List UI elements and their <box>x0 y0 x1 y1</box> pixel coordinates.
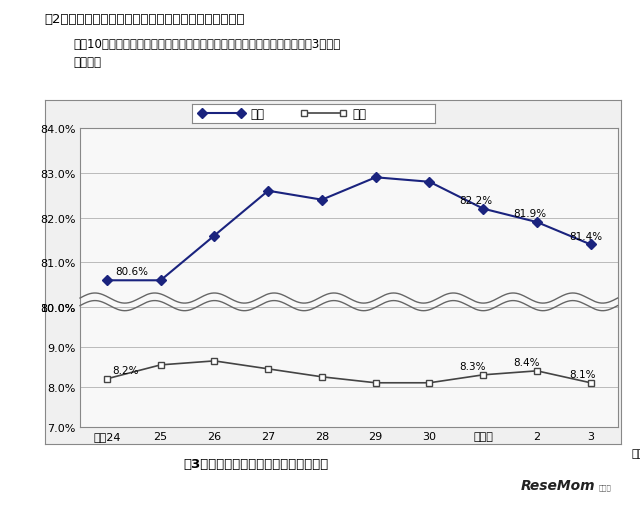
Text: 81.9%: 81.9% <box>513 209 546 219</box>
Text: 図3　県内・県外別全日制進学率の推移: 図3 県内・県外別全日制進学率の推移 <box>184 457 328 470</box>
Text: 81.4%: 81.4% <box>569 231 602 241</box>
Text: （2）県内・県外別　全日制（高専含む）進学率の推移: （2）県内・県外別 全日制（高専含む）進学率の推移 <box>45 13 245 26</box>
Text: 8.1%: 8.1% <box>569 370 596 379</box>
Text: 8.2%: 8.2% <box>112 366 139 376</box>
Text: 8.3%: 8.3% <box>459 362 486 372</box>
Text: サイト: サイト <box>598 483 611 490</box>
Text: （年度）: （年度） <box>631 448 640 459</box>
Text: 県内: 県内 <box>250 108 264 121</box>
Text: 県外: 県外 <box>353 108 367 121</box>
Text: りです。: りです。 <box>74 56 102 69</box>
Text: 82.2%: 82.2% <box>459 195 492 206</box>
Text: 8.4%: 8.4% <box>513 358 540 368</box>
Text: 過去10年間の卒業者総数に対する県内・県外別全日制進学率の推移は、図3のとお: 過去10年間の卒業者総数に対する県内・県外別全日制進学率の推移は、図3のとお <box>74 38 341 51</box>
Text: ReseMom: ReseMom <box>520 478 595 492</box>
Text: 80.6%: 80.6% <box>115 266 148 276</box>
